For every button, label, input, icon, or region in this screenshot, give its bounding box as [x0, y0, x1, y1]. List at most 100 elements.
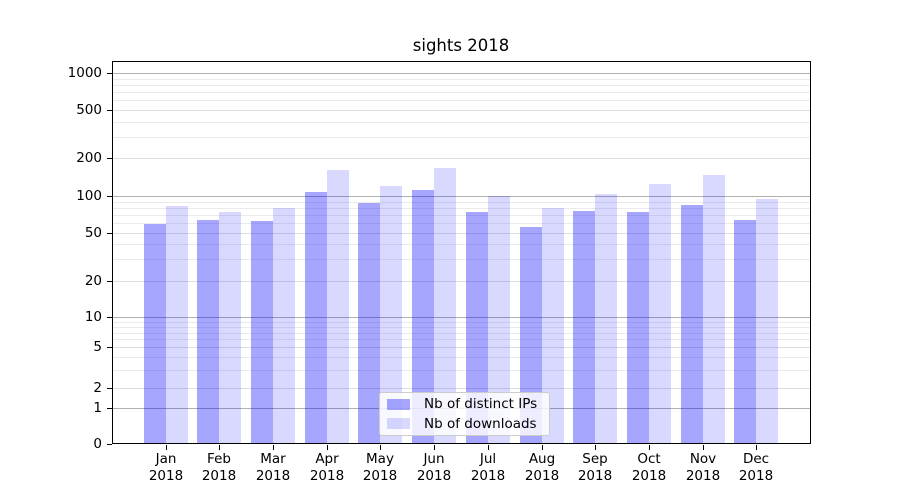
x-tick-sep [595, 445, 596, 450]
legend-label-downloads: Nb of downloads [424, 415, 537, 432]
y-tick-label-2: 2 [93, 380, 102, 396]
bar-distinct-ips-nov [681, 205, 703, 444]
x-tick-year-apr: 2018 [309, 467, 345, 484]
bar-downloads-may [380, 186, 402, 444]
y-tick-2 [107, 388, 112, 389]
y-tick-500 [107, 110, 112, 111]
gridline-100 [112, 196, 810, 197]
x-tick-label-nov: Nov 2018 [671, 451, 735, 484]
x-tick-month-nov: Nov [689, 451, 717, 467]
y-tick-label-50: 50 [84, 225, 102, 241]
bar-distinct-ips-oct [627, 212, 649, 444]
bar-distinct-ips-may [358, 203, 380, 444]
bar-downloads-dec [756, 199, 778, 444]
x-tick-may [380, 445, 381, 450]
legend-swatch-distinct-ips [387, 398, 410, 410]
x-tick-month-may: May [366, 451, 394, 467]
y-tick-20 [107, 281, 112, 282]
y-tick-label-0: 0 [93, 436, 102, 452]
gridline-minor-700 [112, 92, 810, 93]
y-tick-label-200: 200 [76, 150, 102, 166]
gridline-10 [112, 317, 810, 318]
bar-downloads-sep [595, 194, 617, 444]
x-tick-year-dec: 2018 [738, 467, 774, 484]
x-tick-label-oct: Oct 2018 [617, 451, 681, 484]
x-tick-label-jan: Jan 2018 [134, 451, 198, 484]
x-tick-year-nov: 2018 [685, 467, 721, 484]
y-tick-5 [107, 347, 112, 348]
x-tick-year-jul: 2018 [470, 467, 506, 484]
bar-downloads-jul [488, 196, 510, 444]
gridline-minor-400 [112, 122, 810, 123]
legend-item-downloads: Nb of downloads [387, 416, 543, 433]
gridline-minor-40 [112, 244, 810, 245]
bar-downloads-aug [542, 208, 564, 444]
x-tick-month-dec: Dec [742, 451, 770, 467]
x-tick-year-aug: 2018 [524, 467, 560, 484]
gridline-minor-9 [112, 322, 810, 323]
y-tick-1 [107, 408, 112, 409]
bar-distinct-ips-mar [251, 221, 273, 444]
x-tick-label-apr: Apr 2018 [295, 451, 359, 484]
gridline-2 [112, 388, 810, 389]
x-tick-label-dec: Dec 2018 [724, 451, 788, 484]
bar-downloads-feb [219, 212, 241, 444]
bar-downloads-nov [703, 175, 725, 444]
x-tick-jun [434, 445, 435, 450]
y-tick-label-5: 5 [93, 339, 102, 355]
x-tick-label-sep: Sep 2018 [563, 451, 627, 484]
x-tick-mar [273, 445, 274, 450]
x-tick-month-oct: Oct [637, 451, 661, 467]
bar-downloads-jun [434, 168, 456, 444]
x-tick-month-aug: Aug [528, 451, 556, 467]
x-tick-label-feb: Feb 2018 [187, 451, 251, 484]
y-tick-label-10: 10 [84, 309, 102, 325]
gridline-minor-80 [112, 208, 810, 209]
gridline-5 [112, 347, 810, 348]
gridline-20 [112, 281, 810, 282]
gridline-minor-600 [112, 100, 810, 101]
y-tick-200 [107, 158, 112, 159]
gridline-minor-4 [112, 357, 810, 358]
bar-distinct-ips-aug [520, 227, 542, 444]
x-tick-nov [703, 445, 704, 450]
gridline-minor-90 [112, 202, 810, 203]
gridline-minor-8 [112, 327, 810, 328]
gridline-50 [112, 233, 810, 234]
x-tick-year-jun: 2018 [416, 467, 452, 484]
chart-title: sights 2018 [412, 36, 510, 55]
y-tick-label-20: 20 [84, 273, 102, 289]
x-tick-month-jan: Jan [155, 451, 177, 467]
bar-distinct-ips-jan [144, 224, 166, 444]
y-tick-1000 [107, 73, 112, 74]
bar-distinct-ips-jul [466, 212, 488, 444]
gridline-1000 [112, 73, 810, 74]
x-tick-month-apr: Apr [315, 451, 339, 467]
x-tick-month-jun: Jun [423, 451, 445, 467]
bar-distinct-ips-sep [573, 211, 595, 444]
x-tick-jan [166, 445, 167, 450]
bar-downloads-mar [273, 208, 295, 444]
y-tick-label-500: 500 [76, 102, 102, 118]
x-tick-oct [649, 445, 650, 450]
bar-downloads-oct [649, 184, 671, 444]
gridline-minor-3 [112, 370, 810, 371]
bar-distinct-ips-dec [734, 220, 756, 444]
x-tick-dec [756, 445, 757, 450]
gridline-minor-60 [112, 223, 810, 224]
gridline-minor-7 [112, 333, 810, 334]
gridline-200 [112, 158, 810, 159]
bar-distinct-ips-apr [305, 192, 327, 444]
y-tick-10 [107, 317, 112, 318]
legend: Nb of distinct IPs Nb of downloads [379, 392, 550, 436]
x-tick-label-jun: Jun 2018 [402, 451, 466, 484]
y-tick-label-100: 100 [76, 188, 102, 204]
x-tick-label-jul: Jul 2018 [456, 451, 520, 484]
legend-swatch-downloads [387, 418, 410, 430]
y-tick-label-1: 1 [93, 400, 102, 416]
y-tick-label-1000: 1000 [67, 65, 102, 81]
x-tick-label-aug: Aug 2018 [510, 451, 574, 484]
